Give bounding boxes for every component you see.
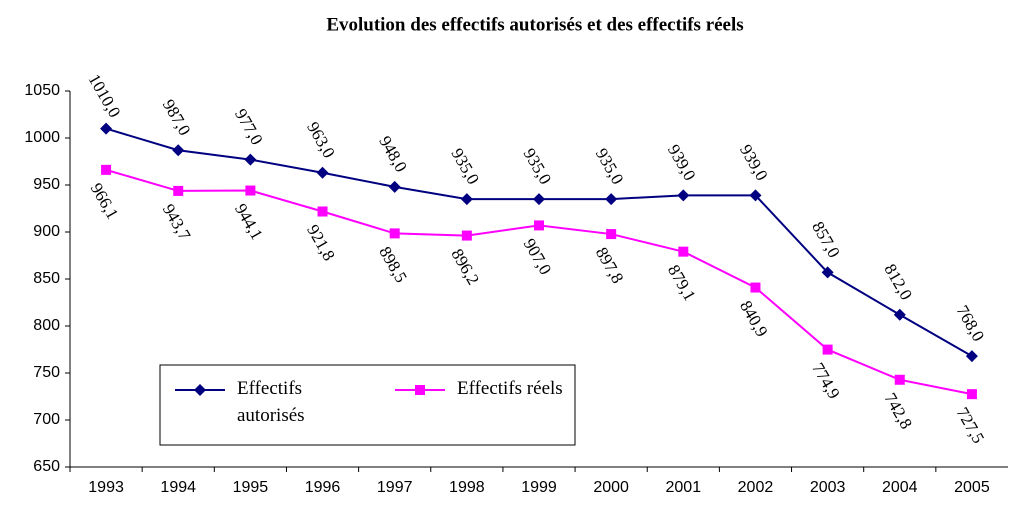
point	[244, 153, 257, 166]
x-tick-label: 2001	[666, 479, 702, 496]
data-label: 935,0	[447, 145, 483, 188]
data-label: 742,8	[880, 390, 916, 433]
data-label: 896,2	[447, 245, 483, 288]
point	[606, 229, 617, 240]
point	[461, 230, 472, 241]
point	[194, 384, 206, 396]
point	[677, 189, 690, 202]
point	[388, 180, 401, 193]
x-tick-label: 2005	[954, 479, 990, 496]
y-tick-label: 750	[33, 364, 60, 381]
point	[245, 185, 256, 196]
chart-title: Evolution des effectifs autorisés et des…	[326, 14, 743, 35]
data-label: 935,0	[592, 145, 628, 188]
point	[893, 308, 906, 321]
y-tick-label: 700	[33, 411, 60, 428]
point	[415, 385, 425, 395]
y-tick-label: 650	[33, 458, 60, 475]
y-tick-label: 850	[33, 270, 60, 287]
point	[678, 246, 689, 257]
point	[460, 193, 473, 206]
data-label: 857,0	[808, 218, 844, 261]
data-label: 963,0	[303, 119, 339, 162]
point	[173, 185, 184, 196]
data-label: 987,0	[159, 96, 195, 139]
legend-label: Effectifs réels	[457, 378, 563, 399]
y-tick-label: 800	[33, 317, 60, 334]
point	[317, 206, 328, 217]
x-tick-label: 2003	[810, 479, 846, 496]
data-label: 977,0	[231, 106, 267, 149]
point	[822, 344, 833, 355]
y-tick-label: 1050	[24, 82, 60, 99]
x-tick-label: 1994	[160, 479, 196, 496]
x-tick-label: 1993	[88, 479, 124, 496]
point	[389, 228, 400, 239]
data-label: 840,9	[736, 297, 772, 340]
point	[821, 266, 834, 279]
point	[534, 220, 544, 231]
data-label: 774,9	[808, 359, 844, 402]
y-tick-label: 900	[33, 223, 60, 240]
data-label: 939,0	[664, 141, 700, 184]
point	[965, 350, 978, 363]
data-label: 907,0	[520, 235, 556, 278]
point	[101, 164, 112, 175]
point	[100, 122, 113, 135]
data-label: 935,0	[520, 145, 556, 188]
point	[750, 282, 761, 293]
data-label: 812,0	[880, 261, 916, 304]
data-label: 948,0	[375, 133, 411, 176]
point	[749, 189, 762, 202]
y-tick-label: 1000	[24, 129, 60, 146]
point	[316, 166, 329, 179]
data-label: 1010,0	[85, 71, 125, 121]
point	[605, 193, 618, 206]
data-label: 943,7	[159, 201, 195, 244]
x-tick-label: 1997	[377, 479, 413, 496]
data-label: 897,8	[592, 244, 628, 287]
x-tick-label: 2002	[738, 479, 774, 496]
data-label: 879,1	[664, 262, 700, 305]
x-tick-label: 2004	[882, 479, 918, 496]
point	[894, 374, 905, 385]
data-label: 966,1	[87, 180, 123, 223]
data-label: 768,0	[953, 302, 989, 345]
x-tick-label: 1999	[521, 479, 557, 496]
point	[966, 389, 977, 400]
point	[172, 144, 185, 157]
data-label: 939,0	[736, 141, 772, 184]
data-label: 921,8	[303, 221, 339, 264]
data-label: 944,1	[231, 200, 267, 243]
y-tick-label: 950	[33, 176, 60, 193]
data-label: 727,5	[953, 404, 989, 447]
legend-box	[159, 364, 576, 446]
x-tick-label: 2000	[593, 479, 629, 496]
data-label: 898,5	[375, 243, 411, 286]
point	[533, 193, 545, 206]
x-tick-label: 1996	[305, 479, 341, 496]
legend-label: Effectifs autorisés	[237, 378, 305, 426]
x-tick-label: 1998	[449, 479, 485, 496]
x-tick-label: 1995	[233, 479, 269, 496]
